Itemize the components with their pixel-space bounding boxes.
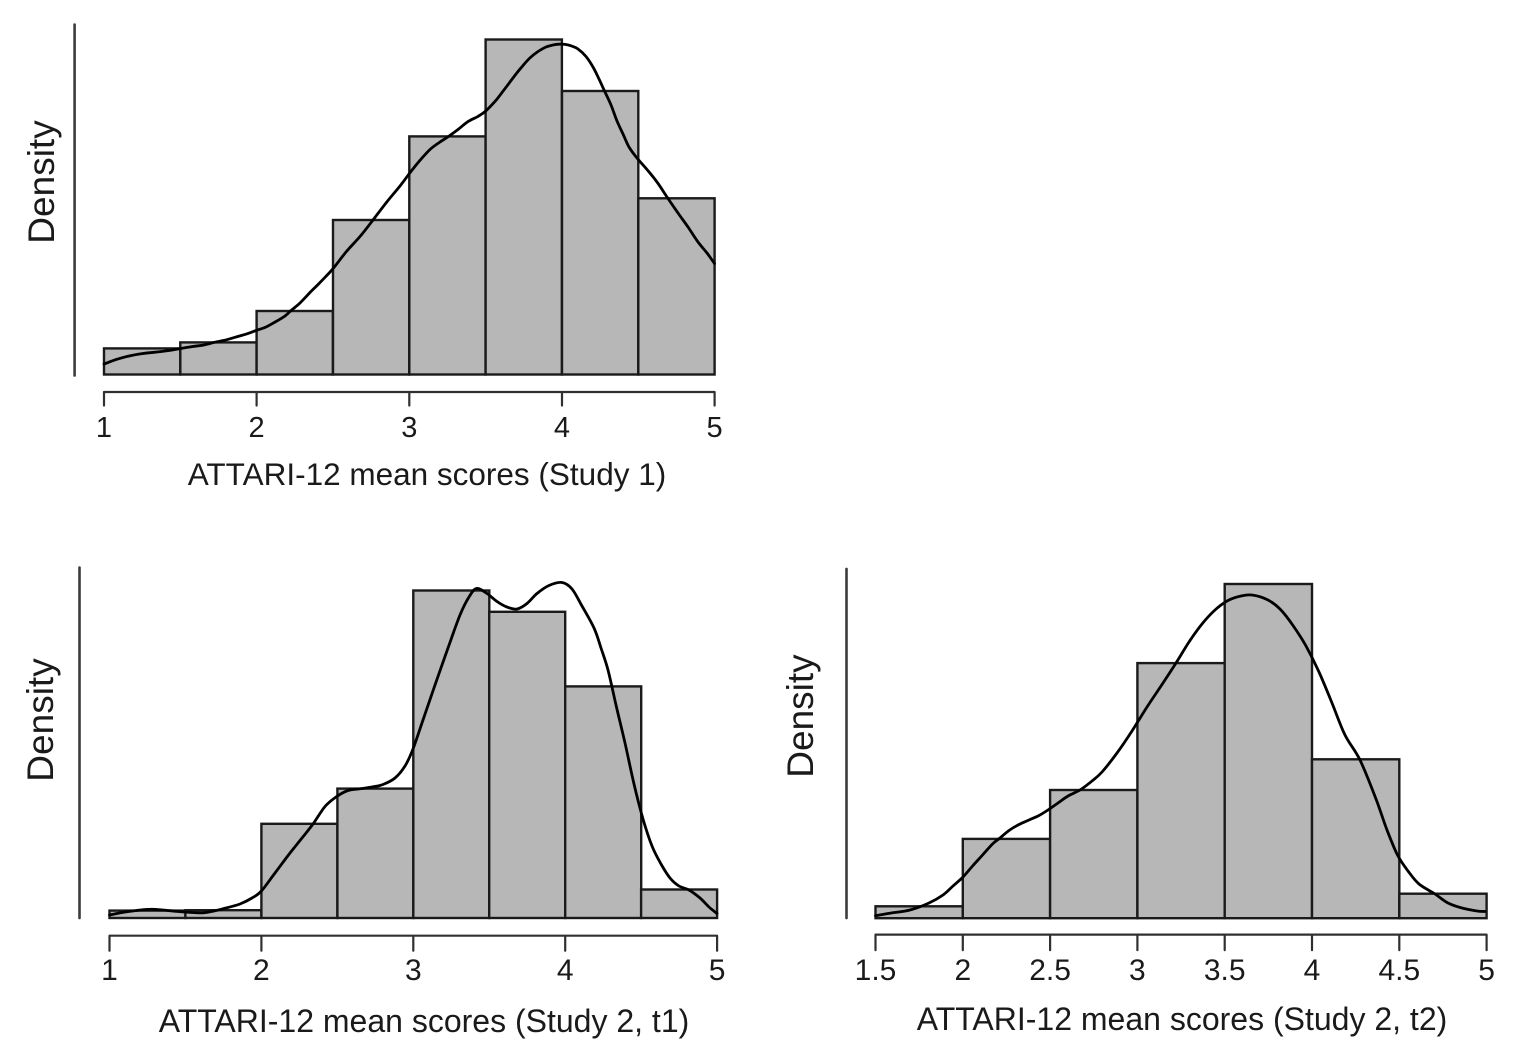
svg-text:2: 2	[253, 954, 270, 987]
svg-text:2.5: 2.5	[1029, 954, 1071, 987]
svg-text:Density: Density	[780, 654, 821, 778]
svg-text:5: 5	[709, 954, 726, 987]
svg-text:4: 4	[1304, 954, 1321, 987]
svg-text:Density: Density	[21, 120, 62, 244]
svg-text:2: 2	[249, 412, 265, 444]
svg-text:ATTARI-12 mean scores (Study 2: ATTARI-12 mean scores (Study 2, t2)	[917, 1001, 1448, 1037]
svg-text:4.5: 4.5	[1378, 954, 1420, 987]
svg-text:3: 3	[405, 954, 422, 987]
svg-text:Density: Density	[20, 658, 61, 782]
svg-text:ATTARI-12 mean scores (Study 1: ATTARI-12 mean scores (Study 1)	[188, 456, 666, 492]
svg-text:2: 2	[954, 954, 971, 987]
svg-text:1: 1	[96, 412, 112, 444]
svg-text:4: 4	[557, 954, 574, 987]
svg-text:3.5: 3.5	[1204, 954, 1246, 987]
svg-text:1: 1	[101, 954, 118, 987]
svg-text:5: 5	[1478, 954, 1495, 987]
svg-text:5: 5	[707, 412, 723, 444]
svg-text:1.5: 1.5	[855, 954, 897, 987]
svg-text:4: 4	[554, 412, 570, 444]
svg-text:3: 3	[401, 412, 417, 444]
svg-text:ATTARI-12 mean scores (Study 2: ATTARI-12 mean scores (Study 2, t1)	[159, 1003, 690, 1039]
svg-text:3: 3	[1129, 954, 1146, 987]
